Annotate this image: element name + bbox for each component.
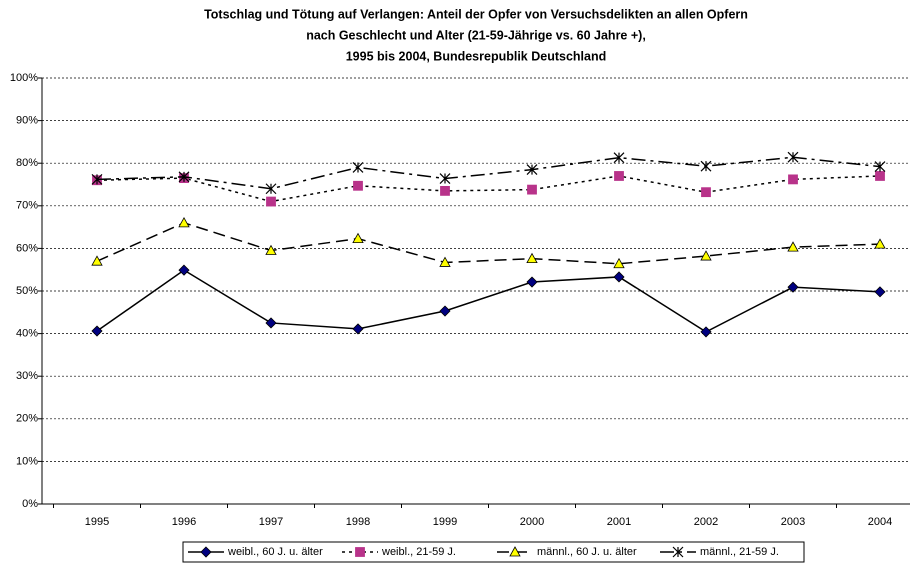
legend-label: männl., 60 J. u. älter — [537, 546, 637, 558]
series-line — [96, 156, 881, 190]
legend-label: männl., 21-59 J. — [700, 546, 779, 558]
marker — [526, 276, 538, 288]
chart-title: 1995 bis 2004, Bundesrepublik Deutschlan… — [346, 49, 607, 63]
series-line — [96, 269, 881, 333]
marker — [178, 171, 190, 183]
marker — [91, 325, 103, 337]
chart-title: nach Geschlecht und Alter (21-59-Jährige… — [306, 28, 646, 42]
x-tick-label: 2000 — [520, 516, 544, 528]
series-line — [96, 175, 881, 203]
x-tick-label: 1997 — [259, 516, 283, 528]
marker — [874, 286, 886, 298]
series-line — [96, 222, 881, 265]
x-tick-label: 1996 — [172, 516, 196, 528]
marker — [787, 151, 799, 163]
marker — [875, 171, 885, 181]
marker — [91, 255, 103, 266]
marker — [787, 241, 799, 252]
marker — [439, 256, 451, 267]
y-tick-label: 10% — [16, 455, 38, 467]
marker — [874, 238, 886, 249]
marker — [700, 160, 712, 172]
y-tick-label: 20% — [16, 413, 38, 425]
marker — [200, 546, 212, 558]
marker — [788, 174, 798, 185]
marker — [266, 196, 276, 207]
marker — [701, 187, 711, 198]
marker — [440, 185, 450, 196]
x-tick-label: 2003 — [781, 516, 805, 528]
y-tick-label: 50% — [16, 285, 38, 297]
x-tick-label: 2004 — [868, 516, 892, 528]
y-tick-label: 80% — [16, 157, 38, 169]
legend-box — [182, 541, 805, 563]
y-tick-label: 70% — [16, 200, 38, 212]
y-tick-label: 90% — [16, 115, 38, 127]
marker — [526, 252, 538, 264]
marker — [874, 161, 886, 173]
marker — [178, 217, 190, 228]
y-tick-label: 30% — [16, 370, 38, 382]
marker — [439, 173, 451, 184]
marker — [613, 257, 625, 269]
marker — [355, 547, 365, 557]
marker — [352, 323, 364, 335]
marker — [700, 250, 712, 261]
marker — [439, 305, 451, 317]
marker — [787, 281, 799, 293]
marker — [613, 271, 625, 283]
marker — [353, 180, 363, 191]
marker — [613, 152, 625, 164]
marker — [178, 264, 190, 276]
chart-title: Totschlag und Tötung auf Verlangen: Ante… — [204, 7, 748, 21]
legend-label: weibl., 60 J. u. älter — [227, 546, 323, 558]
marker — [352, 232, 364, 244]
marker — [527, 184, 537, 195]
y-tick-label: 0% — [22, 498, 38, 510]
marker — [614, 171, 624, 181]
x-tick-label: 2001 — [607, 516, 631, 528]
marker — [526, 164, 538, 176]
marker — [265, 244, 277, 255]
marker — [700, 326, 712, 338]
legend-label: weibl., 21-59 J. — [381, 546, 456, 558]
marker — [265, 183, 277, 195]
y-tick-label: 60% — [16, 242, 38, 254]
y-tick-label: 40% — [16, 328, 38, 340]
x-tick-label: 2002 — [694, 516, 718, 528]
y-tick-label: 100% — [10, 72, 38, 84]
marker — [265, 317, 277, 329]
x-tick-label: 1995 — [85, 516, 109, 528]
x-tick-label: 1998 — [346, 516, 370, 528]
marker — [91, 173, 103, 185]
x-tick-label: 1999 — [433, 516, 457, 528]
marker — [672, 546, 684, 558]
marker — [509, 546, 521, 557]
marker — [352, 162, 364, 173]
